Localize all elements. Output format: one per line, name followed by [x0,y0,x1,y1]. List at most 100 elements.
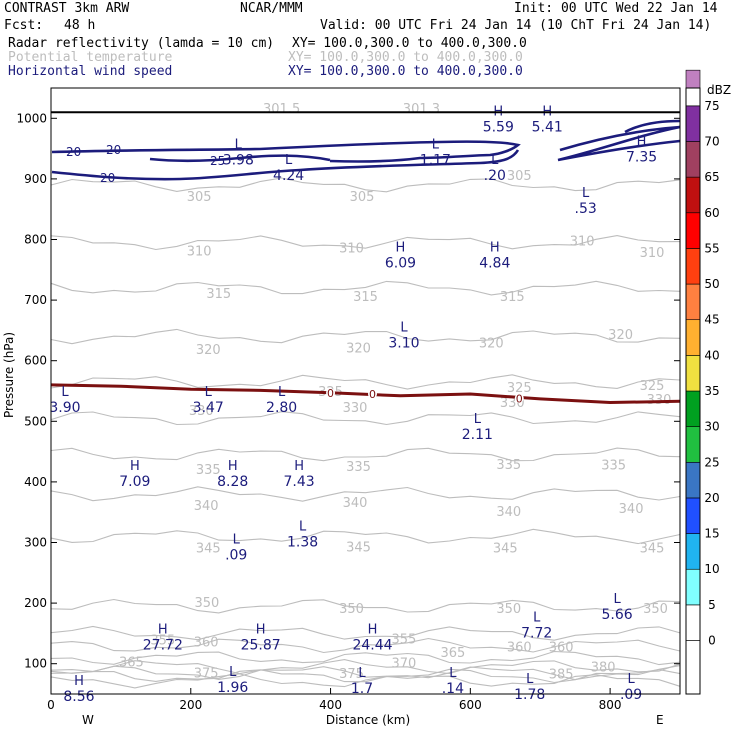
theta-isentropes [50,177,681,689]
extremum-value: 24.44 [352,637,392,653]
isentrope-355 [50,625,681,641]
extremum-low-marker: L [235,138,243,153]
wind-contour-20-east [557,125,681,162]
y-tick-label: 1000 [16,111,47,125]
colorbar-swatch [685,497,701,534]
extremum-value: 1.96 [217,680,248,696]
colorbar-swatch [685,248,701,285]
x-tick-label: 600 [459,698,482,712]
x-axis-label: Distance (km) [326,713,410,727]
extremum-low-marker: L [582,186,590,201]
y-tick-label: 500 [24,414,47,428]
y-tick-label: 200 [24,596,47,610]
extremum-high-marker: H [490,241,500,256]
colorbar-frame [685,87,701,695]
isentrope-label: 375 [339,667,364,682]
extremum-value: 7.09 [119,474,150,490]
field-xy-theta: XY= 100.0,300.0 to 400.0,300.0 [288,50,523,65]
extremum-value: .20 [484,168,506,184]
colorbar-swatch [685,87,701,107]
isentrope-330 [50,411,681,426]
extremum-value: 1.38 [287,534,318,550]
wind-contour-label: 25 [210,154,225,168]
freezing-level-label-bg [514,393,524,403]
extremum-low-marker: L [299,519,307,534]
isentrope-label: 370 [392,657,417,672]
y-tick-label: 800 [24,233,47,247]
isentrope-label: 365 [119,655,144,670]
extremum-value: 5.66 [602,607,633,623]
surface-theta-label: 301.3 [403,102,440,117]
colorbar-tick-label: 35 [704,384,719,398]
colorbar-tick-label: 70 [704,134,719,148]
freezing-level-label-bg [326,388,336,398]
isentrope-label: 315 [500,290,525,305]
wind-contour-labels: 20 20 20 25 [66,143,225,185]
x-tick-label: 200 [179,698,202,712]
extremum-low-marker: L [613,592,621,607]
extremum-value: 7.43 [284,474,315,490]
isentrope-label: 310 [339,242,364,257]
isentrope-label: 355 [392,632,417,647]
isentrope-label: 335 [346,460,371,475]
isentrope-label: 350 [194,596,219,611]
wind-contour-label: 20 [106,143,121,157]
isentrope-label: 340 [343,496,368,511]
isentrope-365 [50,650,681,666]
freezing-level-label: 0 [327,387,334,400]
colorbar-tick-label: 50 [704,277,719,291]
isentrope-label: 315 [206,287,231,302]
colorbar-swatch [685,212,701,249]
colorbar-tick-label: 75 [704,99,719,113]
wind-contour-25-east [624,119,681,134]
extremum-low-marker: L [358,666,366,681]
fcst-value: 48 h [64,18,96,33]
east-label: E [656,713,664,727]
field-name-theta: Potential temperature [8,50,173,65]
isentrope-label: 360 [507,640,532,655]
isentrope-label: 375 [194,666,219,681]
y-tick-label: 300 [24,536,47,550]
extremum-value: 3.47 [193,400,224,416]
extremum-value: .53 [575,201,597,217]
extremum-high-marker: H [130,459,140,474]
colorbar-swatch [685,355,701,392]
isentrope-label: 310 [570,234,595,249]
colorbar-swatch [685,105,701,142]
isentrope-label: 320 [346,342,371,357]
west-label: W [82,713,94,727]
extremum-value: .14 [442,681,464,697]
colorbar-tick-label: 65 [704,170,719,184]
colorbar-tick-label: 5 [708,598,716,612]
extremum-value: 8.56 [63,689,94,705]
extremum-value: .09 [620,687,642,703]
colorbar-tick-label: 25 [704,455,719,469]
colorbar-tick-label: 55 [704,241,719,255]
extremum-value: 2.11 [462,427,493,443]
extremum-value: 4.84 [479,256,510,272]
extremum-value: 7.35 [626,150,657,166]
freezing-level-label: 0 [516,392,523,405]
extremum-low-marker: L [285,153,293,168]
extrema-labels: H8.56L1.96L1.7L.14L1.78L.09H27.72H25.87H… [49,104,657,705]
isentrope-label: 320 [196,343,221,358]
extremum-value: 5.41 [532,119,563,135]
extremum-value: 1.78 [514,687,545,703]
extremum-value: 1.7 [351,681,373,697]
isentrope-label: 335 [601,459,626,474]
isentrope-label: 350 [496,602,521,617]
extremum-value: 27.72 [143,637,183,653]
colorbar-swatch [685,426,701,463]
isentrope-label: 355 [150,634,175,649]
isentrope-label: 345 [640,542,665,557]
wind-contour-20-upper [51,140,521,163]
isentrope-label: 380 [591,660,616,675]
isentrope-label: 385 [549,668,574,683]
isentrope-335 [50,447,681,462]
extremum-value: 3.98 [223,153,254,169]
init-time: Init: 00 UTC Wed 22 Jan 14 [514,1,718,16]
y-tick-label: 900 [24,172,47,186]
isentrope-label: 335 [196,463,221,478]
isentrope-340 [50,486,681,502]
